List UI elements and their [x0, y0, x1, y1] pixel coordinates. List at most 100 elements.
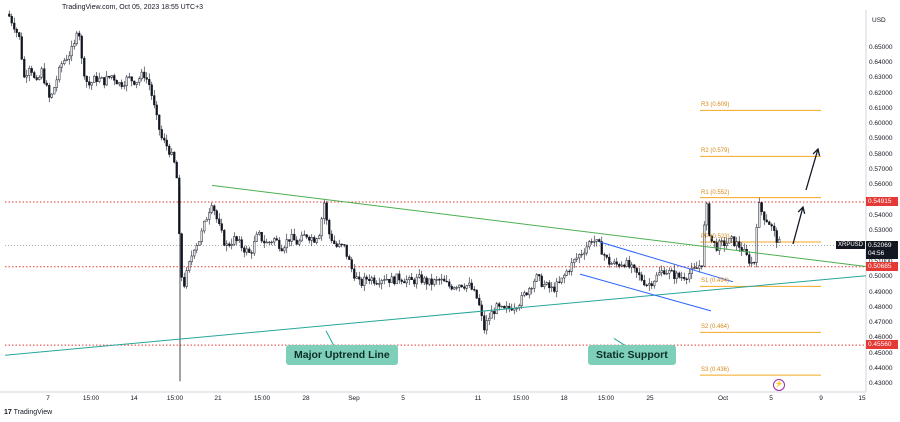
- candle-body: [235, 236, 238, 242]
- price-tick-label: 0.48000: [869, 303, 893, 311]
- candle-body: [665, 273, 668, 275]
- candle-body: [405, 279, 408, 284]
- candle-body: [533, 280, 536, 289]
- bar-countdown: 04:56: [868, 249, 885, 257]
- candle-body: [288, 239, 291, 242]
- candle-body: [8, 13, 11, 17]
- candle-body: [75, 32, 78, 44]
- candle-body: [738, 241, 741, 248]
- candle-body: [65, 59, 68, 61]
- candle-body: [198, 241, 201, 246]
- candle-body: [430, 278, 433, 285]
- candle-body: [525, 292, 528, 296]
- candle-body: [495, 303, 498, 315]
- candle-body: [118, 82, 121, 85]
- currency-label: USD: [872, 17, 886, 24]
- candle-body: [490, 311, 493, 319]
- candle-body: [730, 236, 733, 239]
- candle-body: [775, 230, 778, 243]
- candle-body: [170, 151, 173, 155]
- tradingview-logo[interactable]: 17 TradingView: [4, 409, 52, 416]
- candle-body: [100, 77, 103, 79]
- candle-body: [530, 288, 533, 290]
- candle-body: [758, 202, 761, 228]
- candle-body: [755, 227, 758, 263]
- candle-body: [78, 32, 81, 37]
- candle-body: [48, 85, 51, 98]
- candle-body: [438, 279, 441, 281]
- time-tick-label: 15:00: [82, 395, 100, 402]
- candle-body: [138, 78, 141, 83]
- candle-body: [25, 75, 28, 78]
- candle-body: [725, 242, 728, 246]
- candle-body: [693, 267, 696, 269]
- candle-body: [88, 81, 91, 86]
- candle-body: [53, 87, 56, 95]
- candle-body: [595, 239, 598, 242]
- candle-body: [365, 276, 368, 280]
- pivot-label: R2 (0.579): [701, 148, 730, 155]
- pivot-label: S2 (0.464): [701, 324, 730, 331]
- candle-body: [323, 202, 326, 219]
- candle-body: [408, 277, 411, 280]
- candle-body: [395, 273, 398, 285]
- candle-body: [688, 273, 691, 280]
- candle-body: [485, 320, 488, 331]
- candle-body: [768, 221, 771, 225]
- candle-body: [713, 240, 716, 243]
- candle-body: [98, 77, 101, 82]
- candle-body: [308, 236, 311, 241]
- candle-body: [43, 68, 46, 84]
- candle-body: [420, 274, 423, 283]
- candle-body: [605, 254, 608, 258]
- candle-body: [38, 76, 41, 80]
- candle-body: [355, 276, 358, 279]
- candle-body: [445, 280, 448, 283]
- candle-body: [388, 278, 391, 283]
- descending-trendline: [211, 184, 867, 268]
- candle-body: [275, 238, 278, 241]
- candle-body: [663, 270, 666, 275]
- candle-body: [583, 252, 586, 255]
- candle-body: [268, 241, 271, 244]
- candle-body: [550, 286, 553, 289]
- candle-body: [698, 265, 701, 269]
- price-tick-label: 0.46000: [869, 334, 893, 342]
- candle-body: [610, 263, 613, 265]
- candle-body: [223, 230, 226, 246]
- candle-body: [410, 277, 413, 281]
- candle-body: [415, 277, 418, 285]
- time-tick-label: 9: [819, 395, 823, 402]
- candle-body: [620, 264, 623, 267]
- uptrend-annotation: Major Uptrend Line: [286, 345, 398, 365]
- support-pointer: [613, 338, 627, 347]
- candle-body: [453, 287, 456, 290]
- candle-body: [140, 71, 143, 80]
- candle-body: [188, 261, 191, 271]
- candle-body: [245, 248, 248, 253]
- static-level-tag: 0.45560: [866, 340, 898, 350]
- candle-body: [175, 162, 178, 179]
- time-tick-label: 11: [474, 395, 482, 402]
- candle-body: [390, 276, 393, 283]
- candle-body: [330, 233, 333, 241]
- pivot-label: R3 (0.609): [701, 102, 730, 109]
- lightning-icon[interactable]: ⚡: [773, 379, 785, 391]
- candle-body: [668, 270, 671, 274]
- candle-body: [380, 280, 383, 284]
- candle-body: [293, 233, 296, 241]
- candle-body: [345, 244, 348, 257]
- candle-body: [718, 240, 721, 251]
- candle-body: [128, 76, 131, 78]
- candle-body: [225, 243, 228, 246]
- candle-body: [338, 243, 341, 247]
- candle-body: [448, 281, 451, 287]
- candle-body: [58, 66, 61, 81]
- candle-body: [10, 16, 13, 24]
- candle-body: [643, 280, 646, 286]
- candle-body: [478, 297, 481, 306]
- candle-body: [83, 57, 86, 77]
- last-price-tag: 0.52069 04:56: [866, 240, 898, 259]
